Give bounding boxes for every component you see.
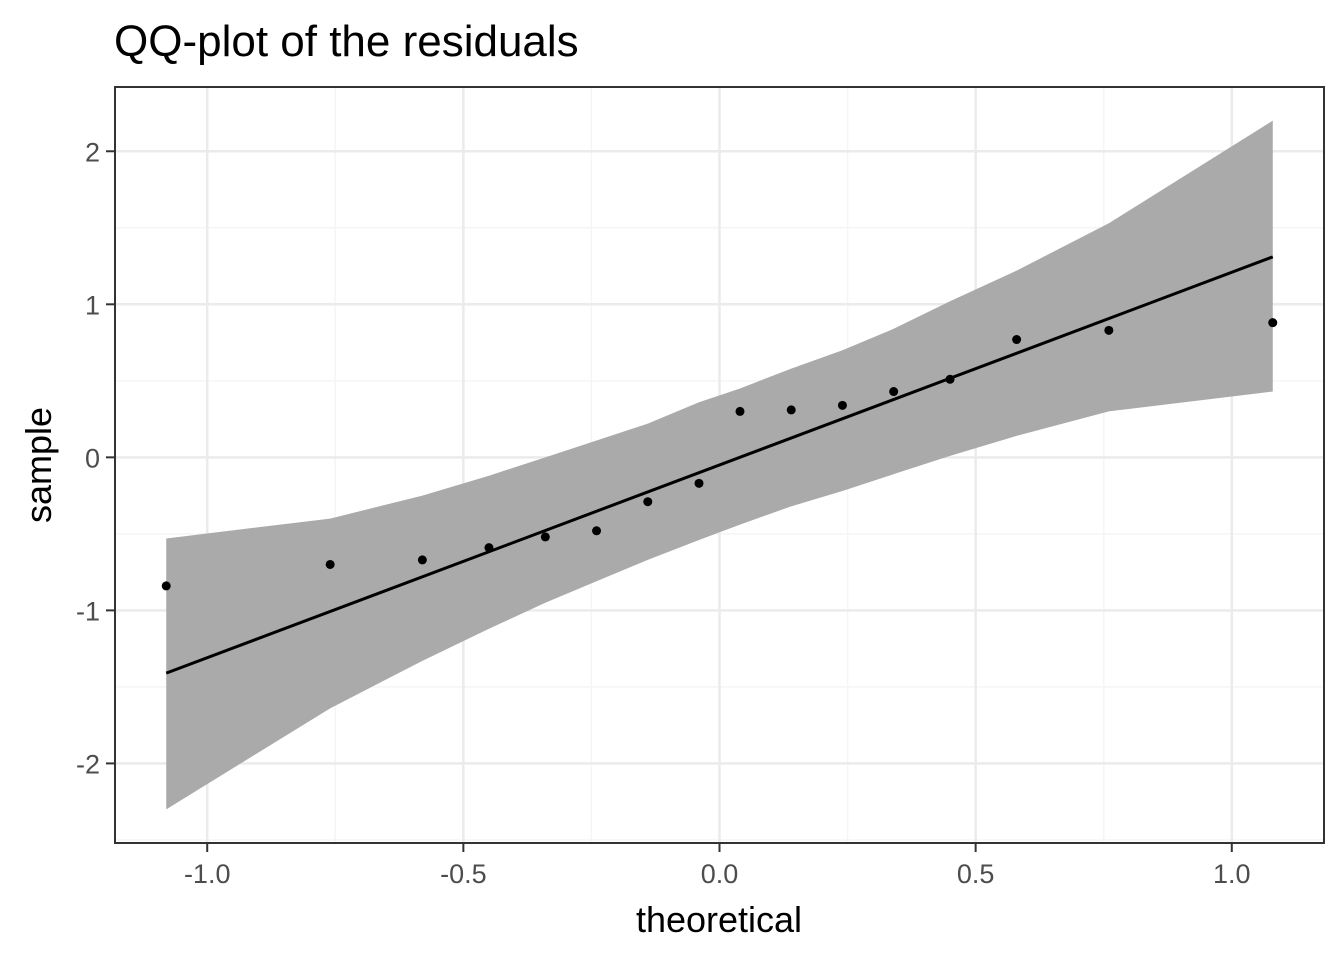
reference-line-layer (165, 255, 1274, 675)
data-point (484, 543, 494, 553)
y-tick-label: 1 (85, 290, 100, 320)
y-tick-label: 2 (85, 137, 100, 167)
y-axis-title: sample (18, 407, 59, 523)
chart-title: QQ-plot of the residuals (114, 17, 579, 66)
data-point (786, 405, 796, 415)
data-point (325, 559, 335, 569)
x-tick-label: 1.0 (1213, 859, 1251, 889)
data-point (1012, 335, 1022, 345)
data-point (540, 532, 550, 542)
y-tick-label: -1 (76, 596, 100, 626)
data-point (1268, 318, 1278, 328)
x-tick-label: 0.0 (701, 859, 739, 889)
y-tick-label: -2 (76, 749, 100, 779)
x-axis-title: theoretical (636, 899, 802, 940)
data-point (592, 526, 602, 536)
reference-line (165, 255, 1274, 675)
data-point (417, 555, 427, 565)
data-point (1104, 325, 1114, 335)
x-tick-label: 0.5 (957, 859, 995, 889)
data-point (694, 478, 704, 488)
x-tick-label: -1.0 (184, 859, 231, 889)
data-point (161, 581, 171, 591)
data-point (889, 387, 899, 397)
data-point (735, 406, 745, 416)
data-point (643, 497, 653, 507)
x-tick-label: -0.5 (440, 859, 487, 889)
data-points-layer (161, 318, 1278, 591)
axis-ticks: -1.0 -0.5 0.0 0.5 1.0 -2 -1 0 1 2 (76, 137, 1251, 889)
data-point (837, 400, 847, 410)
data-point (945, 374, 955, 384)
y-tick-label: 0 (85, 443, 100, 473)
